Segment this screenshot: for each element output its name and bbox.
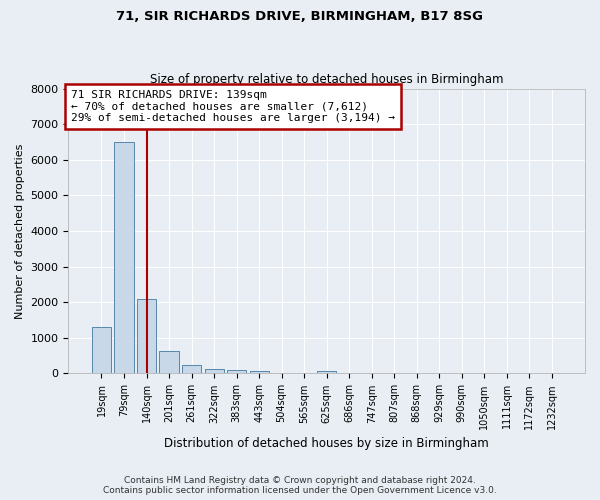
Bar <box>182 364 201 374</box>
Text: 71 SIR RICHARDS DRIVE: 139sqm
← 70% of detached houses are smaller (7,612)
29% o: 71 SIR RICHARDS DRIVE: 139sqm ← 70% of d… <box>71 90 395 123</box>
Bar <box>92 327 111 374</box>
Title: Size of property relative to detached houses in Birmingham: Size of property relative to detached ho… <box>150 73 503 86</box>
Bar <box>227 370 246 374</box>
Bar <box>205 369 224 374</box>
Text: Contains HM Land Registry data © Crown copyright and database right 2024.
Contai: Contains HM Land Registry data © Crown c… <box>103 476 497 495</box>
Y-axis label: Number of detached properties: Number of detached properties <box>15 144 25 318</box>
Bar <box>137 300 156 374</box>
Text: 71, SIR RICHARDS DRIVE, BIRMINGHAM, B17 8SG: 71, SIR RICHARDS DRIVE, BIRMINGHAM, B17 … <box>116 10 484 23</box>
Bar <box>160 352 179 374</box>
Bar <box>115 142 134 374</box>
X-axis label: Distribution of detached houses by size in Birmingham: Distribution of detached houses by size … <box>164 437 489 450</box>
Bar <box>317 371 336 374</box>
Bar <box>250 372 269 374</box>
